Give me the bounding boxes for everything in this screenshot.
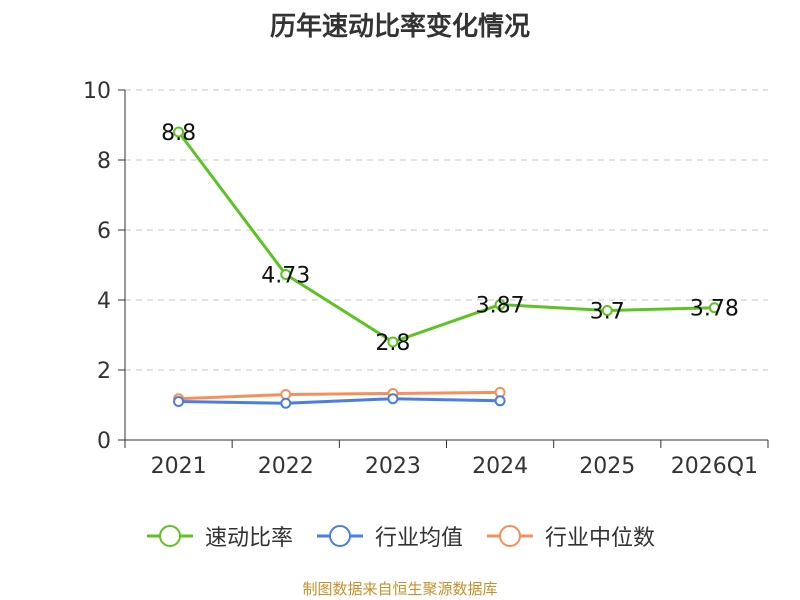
x-tick-label: 2023 xyxy=(365,454,421,479)
series-line xyxy=(178,390,501,401)
legend-item[interactable]: 行业均值 xyxy=(315,520,463,552)
data-point xyxy=(280,389,292,400)
data-label: 4.73 xyxy=(261,263,310,288)
y-tick-label: 8 xyxy=(97,149,111,174)
x-tick-label: 2026Q1 xyxy=(671,454,758,479)
legend-marker-icon xyxy=(487,525,533,547)
x-tick-label: 2021 xyxy=(151,454,207,479)
data-label: 3.7 xyxy=(590,300,625,325)
data-label: 3.87 xyxy=(476,294,525,319)
legend-label: 速动比率 xyxy=(204,526,293,551)
data-point xyxy=(494,395,506,407)
series-line xyxy=(178,397,501,405)
legend-marker-icon xyxy=(316,525,363,547)
legend-label: 行业均值 xyxy=(374,526,463,551)
source-note: 制图数据来自恒生聚源数据库 xyxy=(302,580,498,598)
data-point xyxy=(280,397,292,409)
legend-item[interactable]: 速动比率 xyxy=(145,520,293,552)
data-point xyxy=(708,302,720,314)
data-label: 3.78 xyxy=(690,297,739,322)
y-tick-label: 10 xyxy=(83,79,111,104)
axes: 0 2 4 6 8 10 2021 2022 2023 2024 2025 2026Q1 xyxy=(83,79,769,479)
chart-title: 历年速动比率变化情况 xyxy=(269,12,530,42)
y-tick-label: 2 xyxy=(97,359,111,384)
x-tick-label: 2022 xyxy=(258,454,314,479)
data-labels: 8.8 4.73 2.8 3.87 3.7 3.78 xyxy=(161,121,739,356)
data-point xyxy=(387,336,399,348)
grid-lines xyxy=(125,89,768,371)
legend-circle xyxy=(499,525,521,547)
data-point xyxy=(173,396,185,407)
legend-label: 行业中位数 xyxy=(545,526,656,551)
legend-marker-icon xyxy=(146,525,193,547)
x-tick-label: 2024 xyxy=(472,454,528,479)
data-point xyxy=(173,126,185,138)
data-label: 2.8 xyxy=(375,331,410,356)
y-tick-label: 4 xyxy=(97,289,111,314)
y-tick-label: 6 xyxy=(97,219,111,244)
x-tick-label: 2025 xyxy=(579,454,635,479)
data-point xyxy=(494,299,506,311)
legend: 速动比率 行业均值 行业中位数 xyxy=(0,520,800,552)
legend-circle xyxy=(328,525,351,547)
data-label: 8.8 xyxy=(161,121,196,146)
data-point xyxy=(280,268,292,280)
legend-circle xyxy=(158,525,181,547)
y-tick-label: 0 xyxy=(97,429,111,454)
series-line xyxy=(177,131,715,344)
series-layer xyxy=(173,126,720,409)
legend-item[interactable]: 行业中位数 xyxy=(485,520,655,552)
data-point xyxy=(601,305,613,316)
data-point xyxy=(387,393,399,405)
